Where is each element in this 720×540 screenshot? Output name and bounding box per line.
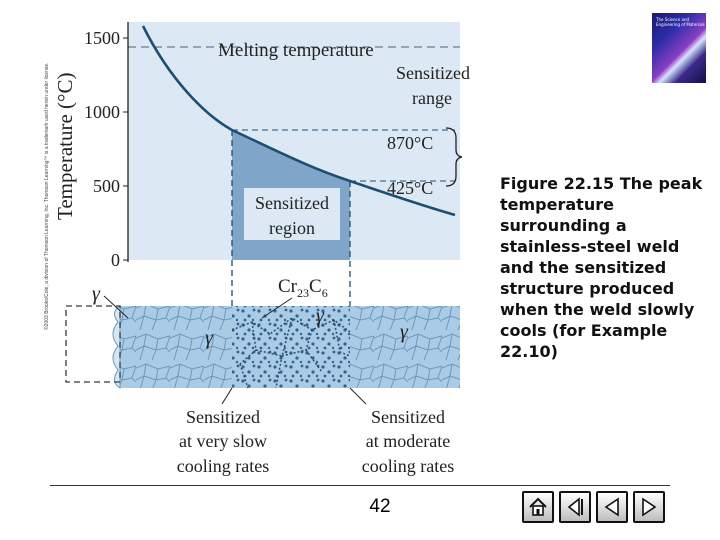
gamma-weld: γ [92,283,101,305]
temp-870-label: 870°C [387,133,433,153]
back-icon [567,497,583,517]
gamma-weld-leader [103,295,129,319]
sensitized-range-label-2: range [412,88,452,108]
page-number: 42 [369,496,391,517]
book-cover-title: The Science and Engineering of Materials [656,17,705,27]
sensitized-region-label-2: region [269,218,315,238]
y-axis-label: Temperature (°C) [53,73,77,220]
previous-button[interactable] [596,491,628,523]
previous-icon [604,497,619,517]
peak-temperature-curve [141,25,456,217]
footer-divider [50,485,670,486]
gamma-right: γ [400,321,409,343]
tick-label-0: 0 [111,250,120,270]
back-button[interactable] [559,491,591,523]
home-button[interactable] [522,491,554,523]
sensitized-region-label-bg [244,188,340,240]
carbide-leader [261,297,293,319]
book-cover-image: The Science and Engineering of Materials [652,13,706,83]
moderate-leader [349,387,367,405]
carbide-label-bg [272,272,344,296]
gamma-center: γ [316,305,325,327]
home-icon [529,497,547,516]
tick-label-500: 500 [93,176,120,196]
carbide-grain-boundaries [231,317,351,389]
slow-label-3: cooling rates [177,456,269,476]
sensitized-region-label-1: Sensitized [255,193,329,213]
temp-425-label: 425°C [387,178,433,198]
slow-label-2: at very slow [179,431,267,451]
next-button[interactable] [633,491,665,523]
moderate-label-2: at moderate [366,431,450,451]
figure-caption: Figure 22.15 The peak temperature surrou… [500,174,703,361]
slow-label-1: Sensitized [186,407,260,427]
gamma-left: γ [205,327,214,349]
tick-label-1000: 1000 [84,102,120,122]
slow-leader [221,387,233,405]
sensitized-range-label-1: Sensitized [396,63,470,83]
moderate-label-1: Sensitized [371,407,445,427]
next-icon [642,497,657,517]
tick-label-1500: 1500 [84,28,120,48]
sensitized-range-brace [445,127,463,187]
weld-bead [112,305,121,389]
carbide-label: Cr23C6 [278,276,328,300]
moderate-label-3: cooling rates [362,456,454,476]
weld-outline [65,305,121,383]
melting-temperature-label: Melting temperature [218,40,374,61]
